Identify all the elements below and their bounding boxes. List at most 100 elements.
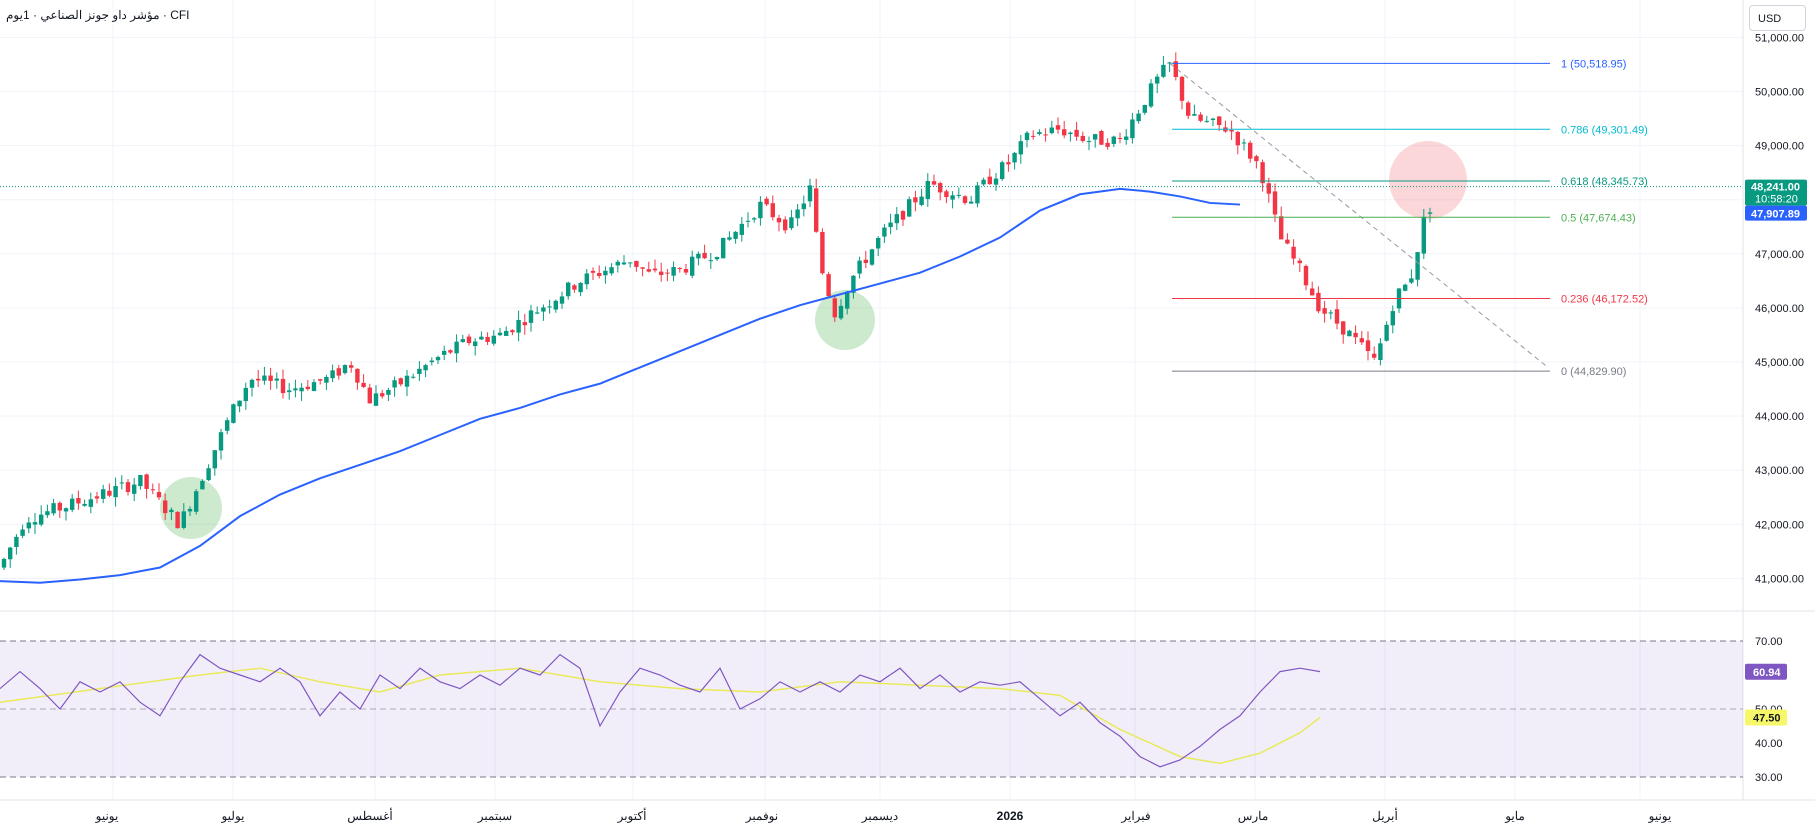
candle-body bbox=[1173, 61, 1178, 78]
rsi-ma-value: 47.50 bbox=[1753, 713, 1781, 725]
candle-body bbox=[1403, 284, 1408, 291]
candle-body bbox=[293, 388, 298, 391]
time-axis-label: أبريل bbox=[1372, 808, 1398, 823]
candle-body bbox=[584, 273, 589, 285]
candle-body bbox=[615, 261, 620, 266]
candle-body bbox=[262, 375, 267, 381]
candle-body bbox=[962, 196, 968, 203]
candle-body bbox=[826, 274, 831, 297]
candle-body bbox=[1217, 116, 1222, 126]
candle-body bbox=[559, 296, 565, 304]
candle-body bbox=[714, 256, 720, 260]
time-axis-label: 2026 bbox=[997, 809, 1024, 823]
candle-body bbox=[70, 498, 75, 510]
candle-body bbox=[733, 231, 738, 239]
candle-body bbox=[473, 341, 478, 346]
candle-body bbox=[20, 529, 25, 536]
candle-body bbox=[807, 185, 813, 202]
candle-body bbox=[659, 271, 664, 276]
resistance-highlight-circle bbox=[1389, 141, 1467, 219]
time-axis-label: ديسمبر bbox=[861, 809, 899, 823]
candle-body bbox=[702, 252, 707, 259]
candle-body bbox=[442, 350, 447, 355]
candle-body bbox=[1136, 113, 1141, 122]
candle-body bbox=[76, 498, 81, 504]
candle-body bbox=[609, 267, 614, 274]
time-axis-label: يوليو bbox=[220, 809, 244, 823]
candle-body bbox=[1310, 288, 1315, 296]
candle-body bbox=[212, 450, 217, 469]
candle-body bbox=[1241, 142, 1247, 144]
candle-body bbox=[398, 378, 403, 385]
candle-body bbox=[541, 307, 546, 312]
candle-body bbox=[814, 188, 819, 232]
candle-body bbox=[938, 183, 943, 193]
candle-body bbox=[237, 400, 242, 407]
candle-body bbox=[256, 378, 261, 381]
price-tick-label: 51,000.00 bbox=[1755, 32, 1804, 44]
candle-body bbox=[268, 375, 273, 381]
candle-body bbox=[367, 387, 372, 404]
price-tick-label: 44,000.00 bbox=[1755, 411, 1804, 423]
candle-body bbox=[1303, 265, 1309, 286]
rsi-ma-badge bbox=[1745, 709, 1787, 726]
candle-body bbox=[1099, 131, 1104, 145]
candle-body bbox=[299, 387, 304, 392]
candle-body bbox=[249, 379, 255, 388]
candle-body bbox=[590, 270, 596, 273]
candle-body bbox=[491, 335, 496, 344]
price-tick-label: 46,000.00 bbox=[1755, 303, 1804, 315]
candle-body bbox=[745, 220, 751, 222]
candle-body bbox=[1322, 308, 1327, 314]
candle-body bbox=[187, 508, 193, 512]
candle-body bbox=[987, 176, 992, 185]
candle-body bbox=[1421, 216, 1426, 254]
candle-body bbox=[311, 382, 317, 392]
candle-body bbox=[1266, 183, 1271, 194]
candle-body bbox=[913, 197, 918, 203]
rsi-line bbox=[0, 653, 1321, 768]
candle-body bbox=[45, 511, 50, 516]
candle-body bbox=[956, 194, 961, 196]
price-tick-label: 41,000.00 bbox=[1755, 573, 1804, 585]
candle-body bbox=[900, 211, 906, 220]
candle-body bbox=[14, 536, 19, 548]
candle-body bbox=[163, 500, 168, 514]
candle-body bbox=[882, 227, 887, 237]
candle-body bbox=[1043, 134, 1048, 136]
candle-body bbox=[1068, 132, 1073, 135]
candle-body bbox=[392, 380, 397, 388]
candle-body bbox=[783, 219, 788, 231]
fib-level-label: 0.618 (48,345.73) bbox=[1561, 176, 1648, 188]
candle-body bbox=[324, 376, 329, 383]
candle-body bbox=[907, 199, 912, 217]
candle-body bbox=[417, 368, 422, 375]
candle-body bbox=[32, 522, 38, 525]
candle-body bbox=[1124, 136, 1129, 140]
candle-body bbox=[479, 336, 484, 340]
candle-body bbox=[1093, 134, 1098, 140]
currency-button[interactable]: USD bbox=[1749, 5, 1806, 31]
candle-body bbox=[404, 375, 410, 387]
candle-body bbox=[132, 484, 137, 494]
candle-body bbox=[1031, 135, 1036, 137]
candle-body bbox=[1204, 120, 1209, 122]
candle-body bbox=[1260, 162, 1265, 184]
candle-body bbox=[770, 203, 775, 218]
candle-body bbox=[621, 262, 627, 265]
candle-body bbox=[274, 378, 279, 381]
time-axis-label: يونيو bbox=[95, 809, 119, 823]
candle-body bbox=[138, 475, 143, 487]
candle-body bbox=[981, 179, 986, 185]
candle-body bbox=[1, 558, 7, 568]
candle-body bbox=[553, 300, 558, 310]
candle-body bbox=[876, 237, 881, 249]
candle-body bbox=[1062, 129, 1067, 136]
candle-body bbox=[380, 393, 385, 397]
candle-body bbox=[696, 253, 701, 259]
candle-body bbox=[485, 336, 490, 342]
candle-body bbox=[721, 237, 726, 259]
candle-body bbox=[1427, 212, 1433, 214]
candle-body bbox=[386, 390, 391, 395]
